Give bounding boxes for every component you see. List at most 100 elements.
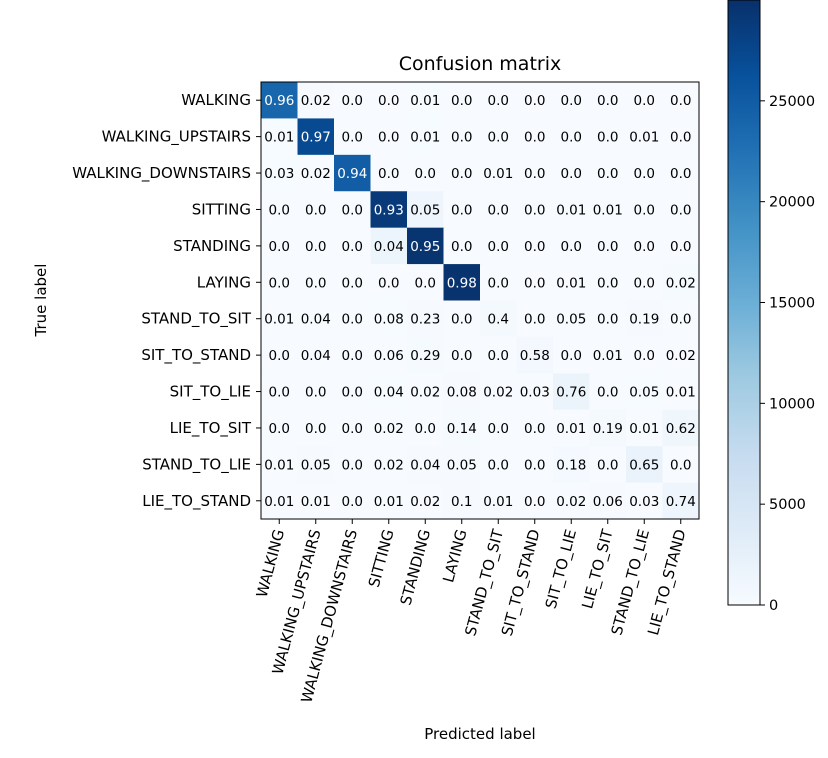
cell-value-label-r0-c5: 0.0 bbox=[451, 93, 472, 109]
heatmap-cell-r8-c4 bbox=[407, 373, 445, 411]
plot-frame bbox=[260, 81, 700, 520]
cell-value-label-r0-c8: 0.0 bbox=[561, 93, 582, 109]
heatmap-cell-r2-c2 bbox=[334, 154, 372, 192]
colorbar-tick-label-25000: 25000 bbox=[769, 94, 815, 110]
cell-value-label-r3-c1: 0.0 bbox=[305, 202, 326, 218]
heatmap-cell-r11-c3 bbox=[370, 482, 408, 520]
cell-value-label-r8-c10: 0.05 bbox=[629, 385, 659, 401]
cell-value-label-r4-c2: 0.0 bbox=[342, 239, 363, 255]
heatmap-cell-r3-c10 bbox=[626, 191, 664, 229]
cell-value-label-r4-c3: 0.04 bbox=[374, 239, 404, 255]
cell-value-label-r6-c4: 0.23 bbox=[410, 312, 440, 328]
cell-value-label-r2-c0: 0.03 bbox=[264, 166, 294, 182]
heatmap-cell-r3-c11 bbox=[662, 191, 700, 229]
heatmap-cell-r0-c8 bbox=[553, 82, 591, 120]
y-tick-label-stand-to-sit: STAND_TO_SIT bbox=[141, 310, 251, 329]
cell-value-label-r9-c3: 0.02 bbox=[374, 421, 404, 437]
x-tick-label-standing: STANDING bbox=[397, 527, 435, 607]
heatmap-cell-r11-c7 bbox=[516, 482, 554, 520]
heatmap-cell-r11-c0 bbox=[261, 482, 299, 520]
cell-value-label-r3-c0: 0.0 bbox=[269, 202, 290, 218]
cell-value-label-r2-c7: 0.0 bbox=[524, 166, 545, 182]
heatmap-cell-r9-c11 bbox=[662, 409, 700, 447]
heatmap-cell-r3-c3 bbox=[370, 191, 408, 229]
cell-value-label-r6-c2: 0.0 bbox=[342, 312, 363, 328]
cell-value-label-r10-c8: 0.18 bbox=[556, 457, 586, 473]
x-tick-label-walking: WALKING bbox=[253, 527, 288, 599]
heatmap-cell-r3-c5 bbox=[443, 191, 481, 229]
heatmap-cell-r10-c5 bbox=[443, 446, 481, 484]
cell-value-label-r7-c5: 0.0 bbox=[451, 348, 472, 364]
y-tick-label-sitting: SITTING bbox=[192, 200, 251, 218]
heatmap-cell-r0-c1 bbox=[297, 82, 335, 120]
heatmap-cell-r9-c0 bbox=[261, 409, 299, 447]
heatmap-cell-r4-c1 bbox=[297, 227, 335, 265]
colorbar-tick-label-10000: 10000 bbox=[769, 396, 815, 412]
heatmap-cell-r6-c11 bbox=[662, 300, 700, 338]
heatmap-cell-r0-c5 bbox=[443, 82, 481, 120]
heatmap-cell-r2-c8 bbox=[553, 154, 591, 192]
cell-value-label-r4-c6: 0.0 bbox=[488, 239, 509, 255]
heatmap-cell-r9-c5 bbox=[443, 409, 481, 447]
heatmap-cell-r8-c11 bbox=[662, 373, 700, 411]
cell-value-label-r4-c11: 0.0 bbox=[670, 239, 691, 255]
heatmap-cell-r1-c6 bbox=[480, 118, 518, 156]
heatmap-cell-r5-c11 bbox=[662, 264, 700, 302]
heatmap-cell-r10-c1 bbox=[297, 446, 335, 484]
y-tick-label-sit-to-stand: SIT_TO_STAND bbox=[141, 346, 251, 365]
cell-value-label-r1-c5: 0.0 bbox=[451, 130, 472, 146]
chart-title: Confusion matrix bbox=[399, 53, 561, 75]
cell-value-label-r1-c7: 0.0 bbox=[524, 130, 545, 146]
heatmap-cell-r1-c7 bbox=[516, 118, 554, 156]
heatmap-cell-r8-c5 bbox=[443, 373, 481, 411]
cell-value-label-r6-c0: 0.01 bbox=[264, 312, 294, 328]
heatmap-cell-r9-c1 bbox=[297, 409, 335, 447]
heatmap-cell-r7-c8 bbox=[553, 336, 591, 374]
cell-value-label-r5-c11: 0.02 bbox=[666, 275, 696, 291]
heatmap-cell-r0-c0 bbox=[261, 82, 299, 120]
colorbar-tick-label-15000: 15000 bbox=[769, 296, 815, 312]
heatmap-cell-r7-c11 bbox=[662, 336, 700, 374]
cell-value-label-r7-c9: 0.01 bbox=[593, 348, 623, 364]
heatmap-cell-r1-c0 bbox=[261, 118, 299, 156]
heatmap-cell-r5-c10 bbox=[626, 264, 664, 302]
cell-value-label-r3-c7: 0.0 bbox=[524, 202, 545, 218]
heatmap-cell-r3-c4 bbox=[407, 191, 445, 229]
heatmap-cell-r2-c5 bbox=[443, 154, 481, 192]
cell-value-label-r1-c8: 0.0 bbox=[561, 130, 582, 146]
cell-value-label-r11-c4: 0.02 bbox=[410, 494, 440, 510]
colorbar-tick-label-0: 0 bbox=[769, 598, 778, 614]
heatmap-cell-r5-c5 bbox=[443, 264, 481, 302]
heatmap-cell-r2-c0 bbox=[261, 154, 299, 192]
cell-value-label-r8-c2: 0.0 bbox=[342, 385, 363, 401]
heatmap-cell-r1-c10 bbox=[626, 118, 664, 156]
cell-value-label-r4-c1: 0.0 bbox=[305, 239, 326, 255]
heatmap-cell-r10-c2 bbox=[334, 446, 372, 484]
x-tick-label-sit-to-lie: SIT_TO_LIE bbox=[542, 527, 581, 610]
heatmap-cell-r4-c8 bbox=[553, 227, 591, 265]
cell-value-label-r2-c2: 0.94 bbox=[337, 166, 367, 182]
heatmap-cell-r10-c6 bbox=[480, 446, 518, 484]
heatmap-cell-r2-c6 bbox=[480, 154, 518, 192]
cell-value-label-r11-c11: 0.74 bbox=[666, 494, 696, 510]
cell-value-label-r10-c3: 0.02 bbox=[374, 457, 404, 473]
heatmap-cells bbox=[261, 82, 700, 520]
heatmap-cell-r7-c10 bbox=[626, 336, 664, 374]
cell-value-label-r11-c9: 0.06 bbox=[593, 494, 623, 510]
cell-value-label-r1-c0: 0.01 bbox=[264, 130, 294, 146]
colorbar-tick-label-20000: 20000 bbox=[769, 195, 815, 211]
cell-value-label-r6-c7: 0.0 bbox=[524, 312, 545, 328]
cell-value-label-r2-c3: 0.0 bbox=[378, 166, 399, 182]
cell-value-label-r8-c6: 0.02 bbox=[483, 385, 513, 401]
cell-value-label-r1-c1: 0.97 bbox=[301, 130, 331, 146]
heatmap-cell-r6-c2 bbox=[334, 300, 372, 338]
cell-value-label-r9-c4: 0.0 bbox=[415, 421, 436, 437]
cell-value-label-r9-c7: 0.0 bbox=[524, 421, 545, 437]
heatmap-cell-r4-c3 bbox=[370, 227, 408, 265]
heatmap-cell-r8-c8 bbox=[553, 373, 591, 411]
heatmap-cell-r6-c7 bbox=[516, 300, 554, 338]
heatmap-cell-r9-c2 bbox=[334, 409, 372, 447]
cell-value-label-r7-c11: 0.02 bbox=[666, 348, 696, 364]
heatmap-cell-r11-c1 bbox=[297, 482, 335, 520]
cell-value-label-r2-c8: 0.0 bbox=[561, 166, 582, 182]
